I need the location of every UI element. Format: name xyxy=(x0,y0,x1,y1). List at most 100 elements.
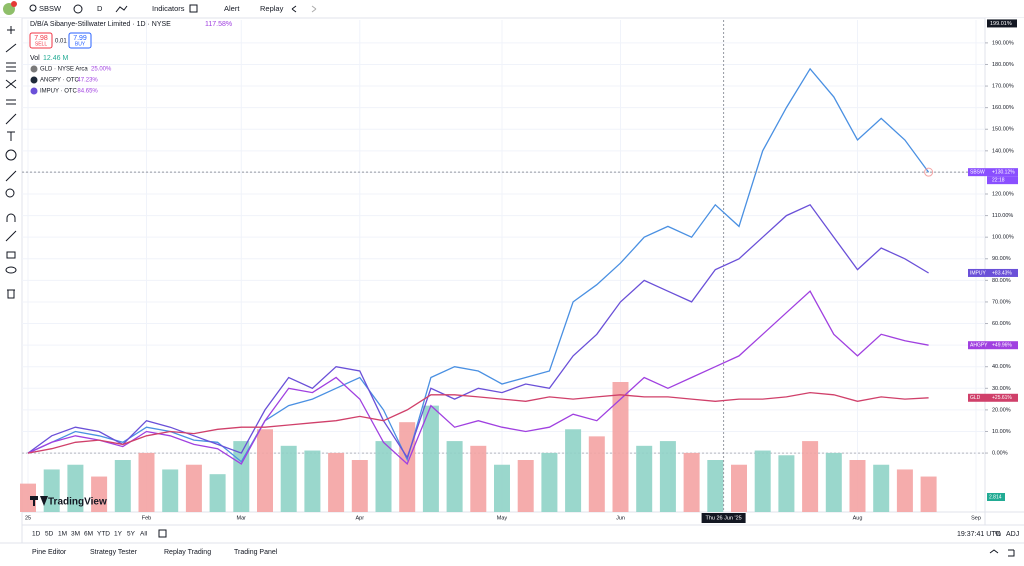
volume-bar xyxy=(257,429,273,512)
volume-bar xyxy=(565,429,582,512)
sell-label[interactable]: SELL xyxy=(35,41,47,47)
lock-drawing-tool[interactable] xyxy=(5,230,17,242)
range-button[interactable]: 6M xyxy=(84,531,93,538)
brush-tool[interactable] xyxy=(5,113,17,125)
symbol[interactable]: SBSW xyxy=(39,4,62,13)
range-button[interactable]: 1D xyxy=(32,531,41,538)
range-button[interactable]: 5D xyxy=(45,531,54,538)
badge xyxy=(11,1,17,7)
series-line xyxy=(27,67,930,463)
range-button[interactable]: 5Y xyxy=(127,531,136,538)
y-tick-label: 40.00% xyxy=(992,364,1011,370)
series-tag-bg xyxy=(968,268,1018,277)
bottom-tab[interactable]: Trading Panel xyxy=(234,549,278,556)
date-range-icon[interactable] xyxy=(158,529,167,538)
redo-icon[interactable] xyxy=(311,5,317,13)
volume-bar xyxy=(138,452,155,512)
undo-icon[interactable] xyxy=(291,5,297,13)
volume-bar xyxy=(446,441,463,512)
sell-price[interactable]: 7.98 xyxy=(34,35,48,42)
legend-name[interactable]: GLD · NYSE Arca xyxy=(40,67,88,73)
fib-tool[interactable] xyxy=(6,62,16,72)
range-button[interactable]: YTD xyxy=(97,531,110,538)
crosshair-tool[interactable] xyxy=(7,26,15,34)
volume-bar xyxy=(731,464,747,512)
chart-type-icon[interactable] xyxy=(115,5,128,13)
volume-bar xyxy=(659,441,676,512)
range-button[interactable]: 1Y xyxy=(114,531,123,538)
percent-toggle[interactable]: % xyxy=(995,531,1001,538)
forecast-tool[interactable] xyxy=(6,99,16,105)
bottom-tab[interactable]: Replay Trading xyxy=(164,549,211,556)
x-tick-label: 25 xyxy=(25,515,31,521)
text-tool[interactable] xyxy=(7,131,15,141)
countdown-bg xyxy=(987,176,1018,185)
zoom-tool[interactable] xyxy=(5,188,15,198)
series-tag-value: +25.61% xyxy=(992,395,1012,401)
indicators-button[interactable]: Indicators xyxy=(152,4,185,13)
layout-icon[interactable] xyxy=(189,4,198,13)
trend-line-tool[interactable] xyxy=(5,43,17,53)
drawing-tools xyxy=(5,26,17,299)
volume-bar xyxy=(470,445,487,512)
countdown: 22:18 xyxy=(992,177,1005,183)
legend-name[interactable]: ANGPY · OTC xyxy=(40,78,80,84)
volume-bar xyxy=(162,469,179,512)
volume-bar xyxy=(707,460,724,512)
x-tick-label: Jun xyxy=(616,515,625,521)
crosshair-label-bg xyxy=(701,513,746,523)
sell-button[interactable] xyxy=(29,32,53,49)
y-tick-label: 30.00% xyxy=(992,386,1011,392)
buy-label[interactable]: BUY xyxy=(75,41,86,47)
volume-bar xyxy=(683,452,700,512)
lock-tool[interactable] xyxy=(6,251,16,259)
range-button[interactable]: 3M xyxy=(71,531,80,538)
y-tick-label: 190.00% xyxy=(992,40,1014,46)
logo: TradingView xyxy=(30,496,107,508)
buy-price[interactable]: 7.99 xyxy=(73,35,87,42)
volume-bar xyxy=(754,450,771,512)
legend-icon xyxy=(30,87,38,95)
add-icon[interactable] xyxy=(73,4,83,14)
adj-toggle[interactable]: ADJ xyxy=(1006,531,1019,538)
emoji-tool[interactable] xyxy=(5,149,17,161)
series-tag-name: IMPUY xyxy=(970,270,987,276)
y-tick-label: 120.00% xyxy=(992,191,1014,197)
volume-bar xyxy=(422,405,439,512)
visibility-tool[interactable] xyxy=(5,266,17,274)
legend-icon xyxy=(30,65,38,73)
panel-controls[interactable] xyxy=(989,549,1015,557)
delete-tool[interactable] xyxy=(7,289,15,299)
replay-button[interactable]: Replay xyxy=(260,4,284,13)
series-tag-name: SBSW xyxy=(970,169,985,175)
y-tick-label: 70.00% xyxy=(992,299,1011,305)
alert-button[interactable]: Alert xyxy=(224,4,240,13)
range-button[interactable]: 1M xyxy=(58,531,67,538)
volume-tag: 2.814 xyxy=(989,494,1002,500)
top-toolbar xyxy=(0,0,1024,18)
volume-bar xyxy=(588,436,605,512)
legend-value: 84.65% xyxy=(77,89,98,95)
magnet-tool[interactable] xyxy=(6,213,16,222)
plot: 0.00%10.00%20.00%30.00%40.00%50.00%60.00… xyxy=(20,19,1018,523)
series-tag-value: +130.12% xyxy=(992,169,1015,175)
legend-change: 117.58% xyxy=(205,21,232,28)
legend-icon xyxy=(30,76,38,84)
volume-bar xyxy=(636,445,653,512)
y-tick-label: 150.00% xyxy=(992,127,1014,133)
search-icon xyxy=(29,4,37,12)
interval[interactable]: D xyxy=(97,4,103,13)
ruler-tool[interactable] xyxy=(5,170,17,182)
legend-name[interactable]: IMPUY · OTC xyxy=(40,89,78,95)
pattern-tool[interactable] xyxy=(5,79,17,89)
bottom-tabs: Pine Editor Strategy Tester Replay Trading… xyxy=(32,549,278,556)
clock: 19:37:41 UTC xyxy=(957,531,1001,538)
range-button[interactable]: All xyxy=(140,531,148,538)
y-tick-label: 180.00% xyxy=(992,62,1014,68)
volume-bar xyxy=(304,450,321,512)
volume-bar xyxy=(494,464,510,512)
bottom-tab[interactable]: Strategy Tester xyxy=(90,549,138,556)
buy-button[interactable] xyxy=(68,32,92,49)
bottom-tab[interactable]: Pine Editor xyxy=(32,549,67,556)
